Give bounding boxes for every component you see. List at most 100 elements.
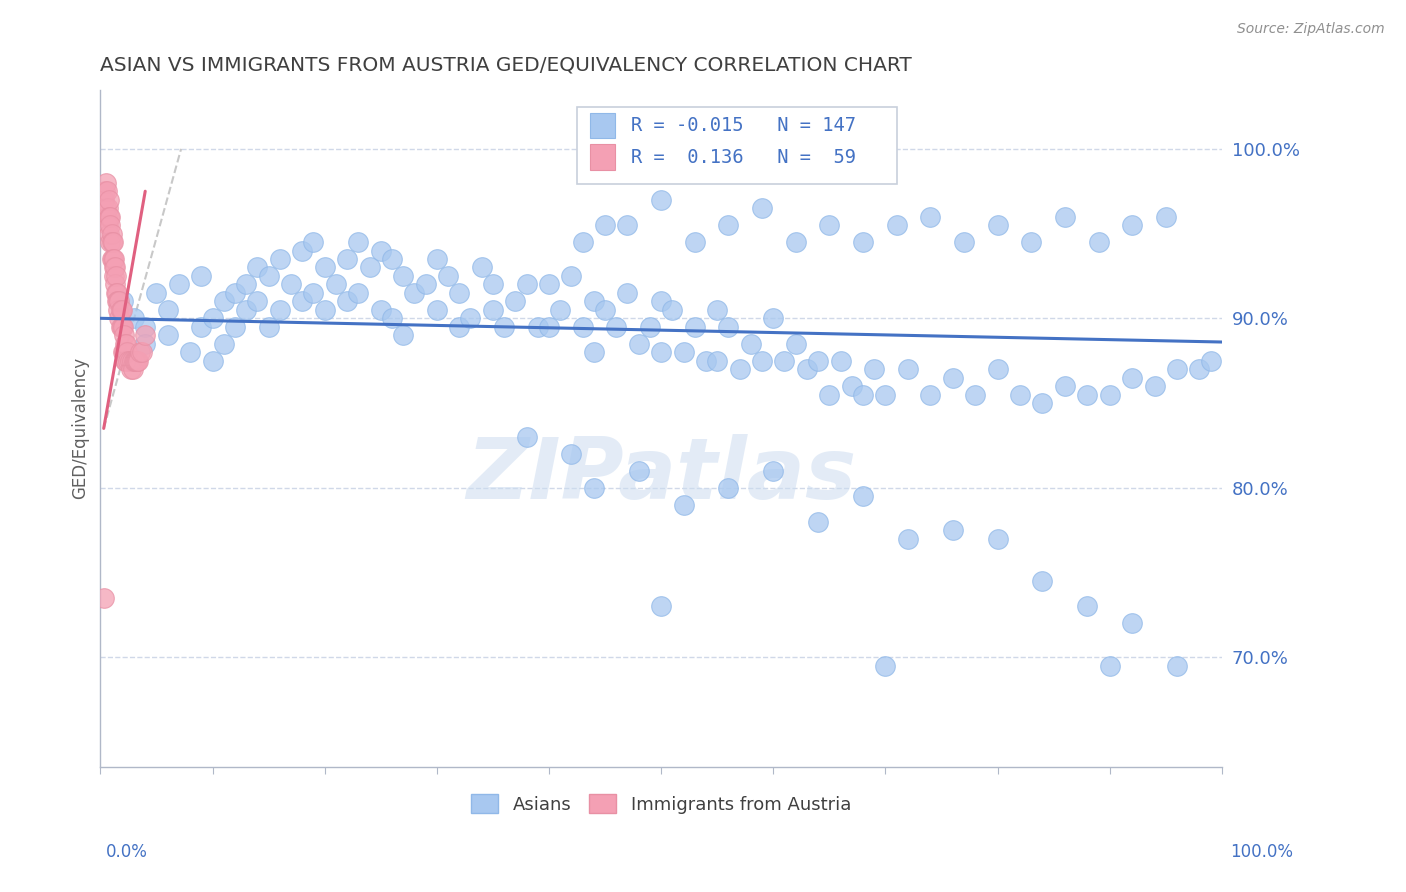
Point	[460, 311, 482, 326]
Point	[97, 218, 120, 232]
Text: 0.0%: 0.0%	[105, 843, 148, 861]
Point	[920, 387, 942, 401]
Point	[291, 294, 314, 309]
Point	[593, 302, 616, 317]
Point	[103, 252, 125, 266]
Point	[987, 362, 1010, 376]
Point	[117, 353, 139, 368]
Point	[897, 362, 920, 376]
Point	[740, 336, 762, 351]
Point	[280, 277, 302, 292]
Point	[505, 294, 527, 309]
Point	[246, 260, 269, 275]
Point	[156, 328, 179, 343]
Point	[863, 362, 886, 376]
Point	[291, 244, 314, 258]
Point	[105, 268, 128, 283]
Point	[125, 353, 148, 368]
FancyBboxPatch shape	[576, 106, 897, 185]
Point	[96, 210, 118, 224]
Point	[1098, 658, 1121, 673]
Point	[103, 268, 125, 283]
Point	[392, 328, 415, 343]
Point	[235, 302, 257, 317]
Point	[807, 353, 830, 368]
Point	[650, 193, 672, 207]
Point	[118, 353, 141, 368]
Point	[96, 184, 118, 198]
Point	[114, 353, 136, 368]
Point	[114, 336, 136, 351]
Point	[190, 319, 212, 334]
Point	[1154, 210, 1177, 224]
Point	[100, 218, 122, 232]
Text: R = -0.015   N = 147: R = -0.015 N = 147	[631, 116, 856, 135]
Point	[728, 362, 751, 376]
Point	[886, 218, 908, 232]
Point	[852, 387, 875, 401]
Point	[314, 260, 336, 275]
Point	[314, 302, 336, 317]
Point	[100, 235, 122, 249]
Point	[706, 302, 728, 317]
Point	[426, 302, 449, 317]
Point	[449, 285, 471, 300]
Point	[134, 319, 156, 334]
Point	[381, 252, 404, 266]
Point	[101, 235, 124, 249]
Point	[124, 353, 146, 368]
Point	[875, 387, 897, 401]
Point	[638, 319, 661, 334]
Point	[897, 532, 920, 546]
Point	[1031, 396, 1053, 410]
Point	[650, 345, 672, 359]
Point	[672, 345, 695, 359]
Point	[98, 193, 121, 207]
Point	[548, 302, 571, 317]
Point	[134, 336, 156, 351]
Point	[717, 481, 740, 495]
Point	[942, 523, 965, 537]
Point	[695, 353, 717, 368]
Point	[841, 379, 863, 393]
Point	[482, 277, 505, 292]
Point	[751, 201, 773, 215]
Point	[131, 345, 153, 359]
Point	[122, 311, 145, 326]
Point	[127, 353, 149, 368]
Point	[717, 319, 740, 334]
Point	[717, 218, 740, 232]
Point	[762, 464, 785, 478]
Point	[818, 387, 841, 401]
Point	[122, 353, 145, 368]
Point	[537, 277, 560, 292]
Point	[1166, 658, 1188, 673]
Point	[98, 227, 121, 241]
Point	[751, 353, 773, 368]
Point	[807, 515, 830, 529]
Point	[127, 353, 149, 368]
Point	[616, 285, 638, 300]
Text: ASIAN VS IMMIGRANTS FROM AUSTRIA GED/EQUIVALENCY CORRELATION CHART: ASIAN VS IMMIGRANTS FROM AUSTRIA GED/EQU…	[100, 55, 912, 74]
Point	[100, 227, 122, 241]
Point	[1188, 362, 1211, 376]
Point	[115, 353, 138, 368]
Point	[100, 235, 122, 249]
Point	[1053, 210, 1076, 224]
Point	[111, 302, 134, 317]
Point	[100, 210, 122, 224]
Point	[1143, 379, 1166, 393]
Point	[953, 235, 976, 249]
Point	[108, 311, 131, 326]
Point	[852, 235, 875, 249]
Point	[94, 184, 117, 198]
Point	[1121, 218, 1143, 232]
Point	[706, 353, 728, 368]
Point	[796, 362, 818, 376]
Point	[110, 302, 132, 317]
Point	[336, 294, 359, 309]
Point	[115, 336, 138, 351]
Text: ZIPatlas: ZIPatlas	[465, 434, 856, 517]
Point	[683, 235, 706, 249]
Point	[105, 285, 128, 300]
